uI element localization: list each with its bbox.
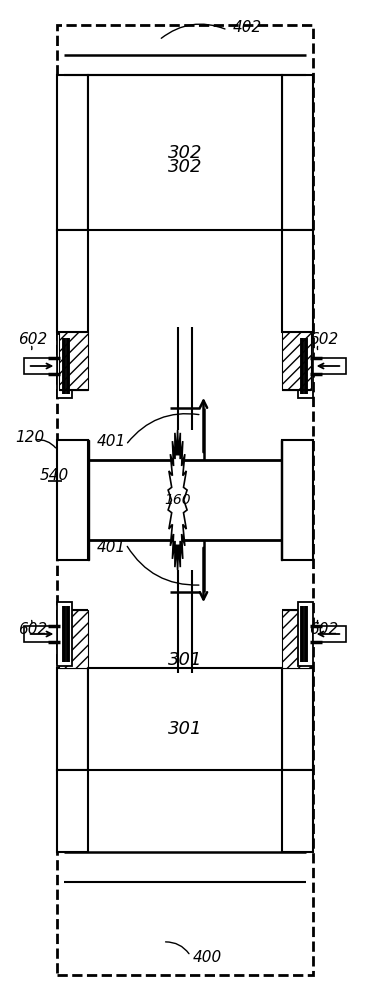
Text: 602: 602 — [18, 332, 47, 348]
Bar — [88, 440, 89, 560]
Polygon shape — [282, 610, 311, 668]
Text: 402: 402 — [233, 20, 262, 35]
Bar — [57, 602, 72, 666]
Polygon shape — [168, 430, 187, 570]
Bar — [57, 230, 88, 332]
Bar — [57, 440, 88, 560]
Bar — [298, 334, 313, 398]
Text: 400: 400 — [192, 950, 222, 966]
Text: 602: 602 — [309, 332, 339, 348]
Bar — [57, 334, 72, 398]
Bar — [57, 25, 313, 975]
Bar — [57, 75, 88, 230]
Text: 602: 602 — [309, 622, 339, 638]
Bar — [24, 626, 57, 642]
Text: 120: 120 — [16, 430, 45, 446]
Bar — [57, 668, 88, 770]
Bar — [88, 75, 282, 230]
Bar — [313, 358, 346, 374]
Bar — [282, 770, 313, 852]
Bar — [281, 440, 282, 560]
Text: 401: 401 — [97, 540, 126, 556]
Bar — [57, 770, 88, 852]
Bar — [282, 230, 313, 332]
Text: 302: 302 — [168, 144, 202, 162]
Text: 540: 540 — [40, 468, 70, 484]
Text: 301: 301 — [168, 651, 202, 669]
Bar — [88, 668, 282, 770]
Bar — [313, 626, 346, 642]
Text: 160: 160 — [164, 493, 191, 507]
Bar — [298, 602, 313, 666]
Bar — [282, 440, 313, 560]
Polygon shape — [282, 332, 311, 390]
Polygon shape — [59, 610, 88, 668]
Text: 401: 401 — [97, 434, 126, 450]
Text: 602: 602 — [18, 622, 47, 638]
Bar — [24, 358, 57, 374]
Polygon shape — [59, 332, 88, 390]
Bar — [282, 75, 313, 230]
Text: 301: 301 — [168, 720, 202, 738]
Text: 302: 302 — [168, 158, 202, 176]
Bar — [282, 668, 313, 770]
